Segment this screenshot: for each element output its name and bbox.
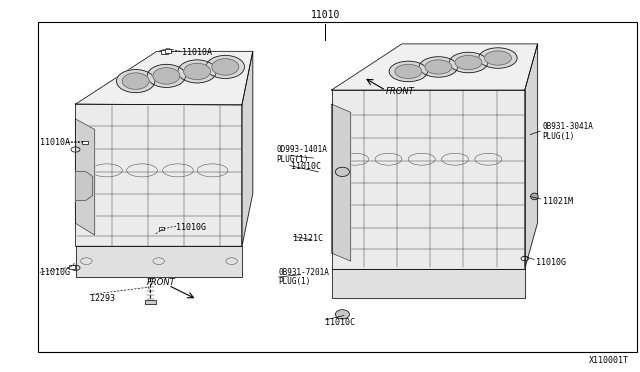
Text: X110001T: X110001T <box>589 356 628 365</box>
Text: 11021M: 11021M <box>543 197 573 206</box>
Bar <box>145 300 156 304</box>
Polygon shape <box>76 119 95 235</box>
Ellipse shape <box>531 193 538 200</box>
Ellipse shape <box>335 167 349 176</box>
Polygon shape <box>332 269 525 298</box>
Text: 11010G: 11010G <box>536 258 566 267</box>
Ellipse shape <box>455 55 482 70</box>
Ellipse shape <box>425 60 452 74</box>
Text: 12293: 12293 <box>90 294 115 303</box>
Ellipse shape <box>479 48 517 68</box>
Ellipse shape <box>184 63 211 80</box>
Ellipse shape <box>178 60 216 83</box>
Polygon shape <box>76 104 242 246</box>
Text: 11010: 11010 <box>310 10 340 20</box>
Text: 12121C: 12121C <box>293 234 323 243</box>
Text: 11010C: 11010C <box>291 162 321 171</box>
Polygon shape <box>242 51 253 246</box>
Text: 0D993-1401A: 0D993-1401A <box>276 145 327 154</box>
Bar <box>38 22 637 352</box>
Ellipse shape <box>484 51 511 65</box>
Polygon shape <box>525 44 538 269</box>
Polygon shape <box>332 44 538 90</box>
Text: PLUG(1): PLUG(1) <box>278 278 311 286</box>
Bar <box>69 265 75 269</box>
Text: 0B931-7201A: 0B931-7201A <box>278 268 329 277</box>
Text: 11010G: 11010G <box>40 268 70 277</box>
Polygon shape <box>332 104 351 261</box>
Bar <box>165 49 171 53</box>
Ellipse shape <box>206 55 244 78</box>
Ellipse shape <box>122 73 149 89</box>
Polygon shape <box>76 171 93 201</box>
Bar <box>161 50 168 54</box>
Polygon shape <box>76 51 253 105</box>
Text: 11010A: 11010A <box>182 48 212 57</box>
Polygon shape <box>332 90 525 269</box>
Polygon shape <box>76 246 242 277</box>
Text: FRONT: FRONT <box>147 278 176 287</box>
Ellipse shape <box>395 64 422 78</box>
Ellipse shape <box>419 57 458 77</box>
Text: 11010G: 11010G <box>176 223 206 232</box>
Text: PLUG(1): PLUG(1) <box>276 155 309 164</box>
Ellipse shape <box>212 59 239 75</box>
Text: 0B931-3041A: 0B931-3041A <box>543 122 593 131</box>
Ellipse shape <box>147 64 186 87</box>
Text: 11010C: 11010C <box>325 318 355 327</box>
Text: PLUG(1): PLUG(1) <box>543 132 575 141</box>
Ellipse shape <box>116 70 155 93</box>
Text: FRONT: FRONT <box>386 87 415 96</box>
Bar <box>159 227 164 230</box>
Bar <box>82 141 88 144</box>
Ellipse shape <box>449 52 488 73</box>
Ellipse shape <box>389 61 428 81</box>
Ellipse shape <box>335 310 349 319</box>
Ellipse shape <box>153 68 180 84</box>
Text: 11010A: 11010A <box>40 138 70 147</box>
